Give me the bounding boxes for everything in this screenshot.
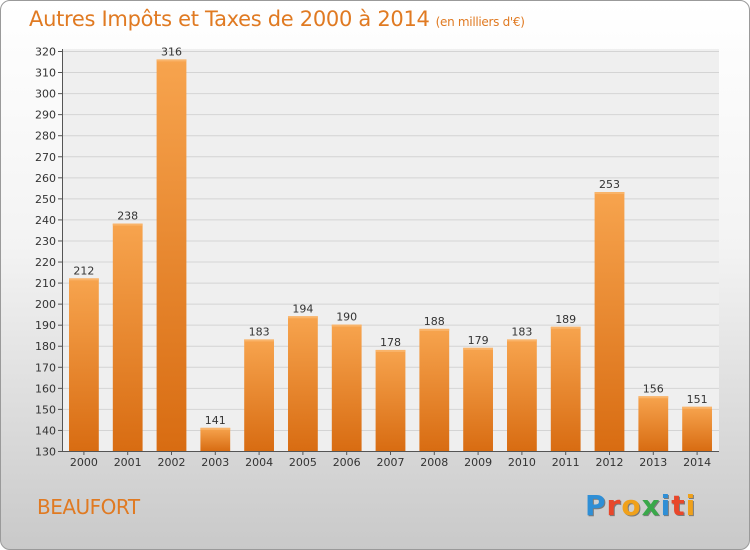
y-tick-label: 140: [35, 424, 56, 437]
bar-highlight: [463, 347, 493, 350]
bar: [112, 223, 143, 451]
bar: [463, 347, 493, 451]
data-label: 141: [205, 414, 226, 427]
bar-highlight: [69, 278, 99, 281]
bar: [331, 324, 362, 451]
data-label: 156: [643, 382, 664, 395]
x-tick-label: 2000: [70, 456, 98, 469]
x-tick-label: 2003: [201, 456, 229, 469]
bar: [244, 339, 274, 451]
bar: [638, 396, 669, 451]
data-label: 189: [555, 313, 576, 326]
proxiti-logo: Proxiti: [585, 489, 696, 522]
y-tick-label: 160: [35, 382, 56, 395]
bar: [507, 339, 537, 451]
city-name: BEAUFORT: [37, 495, 140, 519]
chart-title: Autres Impôts et Taxes de 2000 à 2014 (en…: [29, 7, 525, 31]
data-label: 151: [687, 393, 708, 406]
bar: [200, 427, 231, 451]
x-tick-label: 2009: [464, 456, 492, 469]
y-tick-label: 220: [35, 256, 56, 269]
bar-highlight: [288, 316, 318, 319]
bar: [419, 328, 450, 451]
bar-highlight: [375, 349, 406, 352]
data-label: 238: [117, 210, 138, 223]
data-label: 188: [424, 315, 445, 328]
bar: [156, 59, 187, 451]
bar: [69, 278, 99, 451]
bar: [375, 349, 406, 451]
bar-highlight: [550, 326, 581, 329]
data-label: 253: [599, 178, 620, 191]
bar-highlight: [112, 223, 143, 226]
bar-highlight: [331, 324, 362, 327]
bar-highlight: [638, 396, 669, 399]
bar: [550, 326, 581, 451]
x-tick-label: 2012: [596, 456, 624, 469]
x-tick-label: 2010: [508, 456, 536, 469]
data-label: 194: [292, 302, 313, 315]
x-tick-label: 2008: [420, 456, 448, 469]
y-tick-label: 130: [35, 446, 56, 459]
logo-letter: i: [660, 489, 672, 522]
y-tick-label: 250: [35, 193, 56, 206]
y-tick-label: 260: [35, 172, 56, 185]
x-tick-label: 2006: [333, 456, 361, 469]
data-label: 212: [73, 264, 94, 277]
bar-highlight: [507, 339, 537, 342]
data-label: 316: [161, 45, 182, 58]
x-tick-label: 2001: [114, 456, 142, 469]
data-label: 190: [336, 311, 357, 324]
x-tick-label: 2005: [289, 456, 317, 469]
y-tick-label: 240: [35, 214, 56, 227]
y-tick-label: 210: [35, 277, 56, 290]
y-tick-label: 320: [35, 46, 56, 59]
logo-letter: t: [671, 489, 686, 522]
bar-highlight: [594, 192, 625, 195]
y-tick-label: 310: [35, 67, 56, 80]
x-tick-label: 2004: [245, 456, 273, 469]
bar: [288, 316, 318, 451]
y-tick-label: 170: [35, 361, 56, 374]
logo-letter: i: [685, 489, 697, 522]
bar: [682, 406, 712, 451]
data-label: 183: [249, 325, 270, 338]
x-tick-label: 2013: [639, 456, 667, 469]
y-tick-label: 290: [35, 109, 56, 122]
data-label: 179: [468, 334, 489, 347]
data-label: 178: [380, 336, 401, 349]
y-tick-label: 200: [35, 298, 56, 311]
x-tick-label: 2011: [552, 456, 580, 469]
logo-letter: o: [621, 489, 642, 522]
chart-title-text: Autres Impôts et Taxes de 2000 à 2014: [29, 7, 430, 31]
bar-highlight: [682, 406, 712, 409]
y-tick-label: 300: [35, 88, 56, 101]
bar-chart: 130 140 150 160 170 180 190 200 210 220 230 240 250 2…: [35, 45, 719, 469]
y-tick-label: 230: [35, 235, 56, 248]
x-tick-label: 2014: [683, 456, 711, 469]
bar-highlight: [419, 328, 450, 331]
y-tick-label: 270: [35, 151, 56, 164]
y-tick-label: 280: [35, 130, 56, 143]
y-tick-label: 150: [35, 403, 56, 416]
logo-letter: x: [641, 489, 661, 522]
x-tick-label: 2002: [158, 456, 186, 469]
bar-highlight: [200, 427, 231, 430]
logo-letter: P: [585, 489, 607, 522]
y-tick-label: 190: [35, 319, 56, 332]
data-label: 183: [511, 325, 532, 338]
bar-highlight: [244, 339, 274, 342]
chart-subtitle: (en milliers d'€): [435, 15, 525, 29]
logo-letter: r: [606, 489, 622, 522]
bar-highlight: [156, 59, 187, 62]
x-tick-label: 2007: [377, 456, 405, 469]
bar: [594, 192, 625, 452]
y-tick-label: 180: [35, 340, 56, 353]
